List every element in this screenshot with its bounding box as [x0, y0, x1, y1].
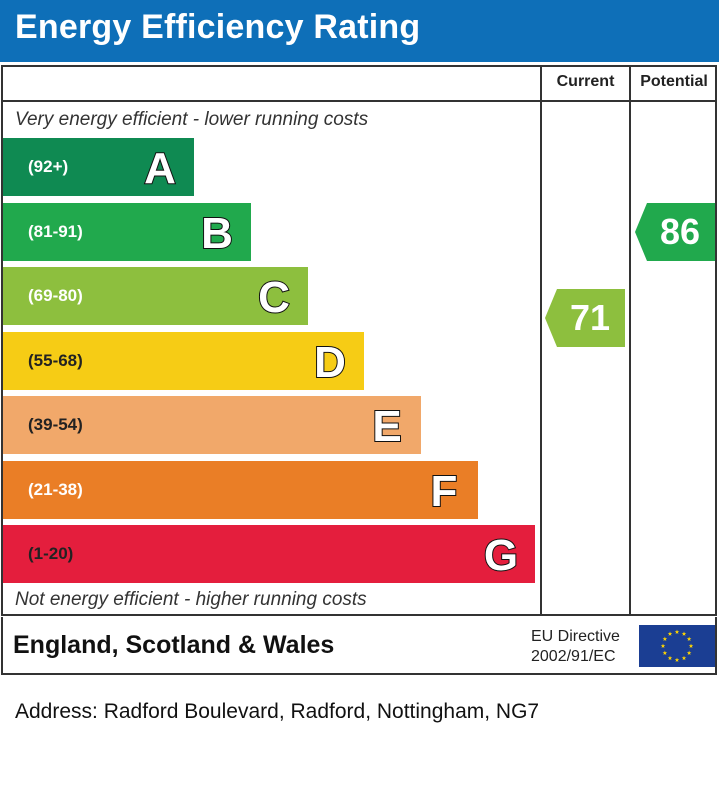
region-label: England, Scotland & Wales	[13, 631, 335, 659]
band-letter-label: C	[257, 272, 291, 323]
eu-star-icon	[681, 655, 687, 661]
svg-text:F: F	[431, 467, 458, 516]
property-address: Address: Radford Boulevard, Radford, Not…	[15, 700, 540, 723]
eu-star-icon	[674, 629, 680, 634]
eu-star-icon	[667, 655, 673, 661]
band-range-label: (55-68)	[28, 351, 83, 370]
svg-text:G: G	[484, 531, 518, 580]
eu-star-icon	[660, 643, 666, 648]
svg-text:B: B	[201, 209, 233, 258]
page-title: Energy Efficiency Rating	[15, 8, 421, 46]
band-c: (69-80) C	[3, 267, 308, 325]
potential-rating-arrow-shape	[635, 203, 715, 261]
eu-star-icon	[667, 631, 673, 636]
rating-table	[1, 65, 717, 616]
eu-directive-line2: 2002/91/EC	[531, 648, 616, 665]
band-range-label: (21-38)	[28, 480, 83, 499]
caption-not-efficient: Not energy efficient - higher running co…	[15, 589, 367, 610]
band-letter-label: E	[371, 401, 402, 452]
column-divider-potential	[629, 65, 631, 616]
band-g: (1-20) G	[3, 525, 535, 583]
eu-star-icon	[686, 650, 692, 655]
svg-text:A: A	[144, 144, 176, 193]
band-range-label: (1-20)	[28, 544, 74, 563]
eu-star-icon	[662, 636, 668, 641]
band-e: (39-54) E	[3, 396, 421, 454]
eu-star-icon	[662, 650, 668, 655]
column-header-current: Current	[556, 73, 615, 90]
eu-star-icon	[674, 657, 680, 662]
current-rating-arrow-shape	[545, 289, 625, 347]
eu-star-icon	[688, 643, 694, 648]
caption-very-efficient: Very energy efficient - lower running co…	[15, 109, 369, 130]
band-a: (92+) A	[3, 138, 194, 196]
svg-text:C: C	[258, 273, 290, 322]
eu-flag-icon	[639, 625, 715, 667]
header-row-divider	[1, 100, 717, 102]
current-rating-indicator: 71	[545, 289, 625, 347]
band-letter-label: A	[143, 143, 177, 194]
footer-bar: England, Scotland & Wales EU Directive 2…	[1, 617, 717, 675]
eu-directive-label: EU Directive 2002/91/EC	[531, 627, 620, 667]
band-range-label: (81-91)	[28, 222, 83, 241]
column-header-potential: Potential	[640, 73, 708, 90]
band-f: (21-38) F	[3, 461, 478, 519]
band-letter-label: D	[313, 337, 347, 388]
svg-text:E: E	[372, 402, 401, 451]
band-b: (81-91) B	[3, 203, 251, 261]
column-divider-current	[540, 65, 542, 616]
band-range-label: (69-80)	[28, 286, 83, 305]
band-letter-label: G	[483, 530, 519, 581]
header-bar: Energy Efficiency Rating	[0, 0, 719, 62]
eu-star-icon	[686, 636, 692, 641]
band-range-label: (39-54)	[28, 415, 83, 434]
potential-rating-indicator: 86	[635, 203, 715, 261]
band-letter-label: B	[200, 208, 234, 259]
eu-directive-line1: EU Directive	[531, 628, 620, 645]
band-letter-label: F	[430, 466, 459, 517]
eu-star-icon	[681, 631, 687, 636]
potential-rating-value: 86	[659, 211, 701, 252]
svg-text:D: D	[314, 338, 346, 387]
current-rating-value: 71	[569, 297, 611, 338]
band-d: (55-68) D	[3, 332, 364, 390]
band-range-label: (92+)	[28, 157, 69, 176]
